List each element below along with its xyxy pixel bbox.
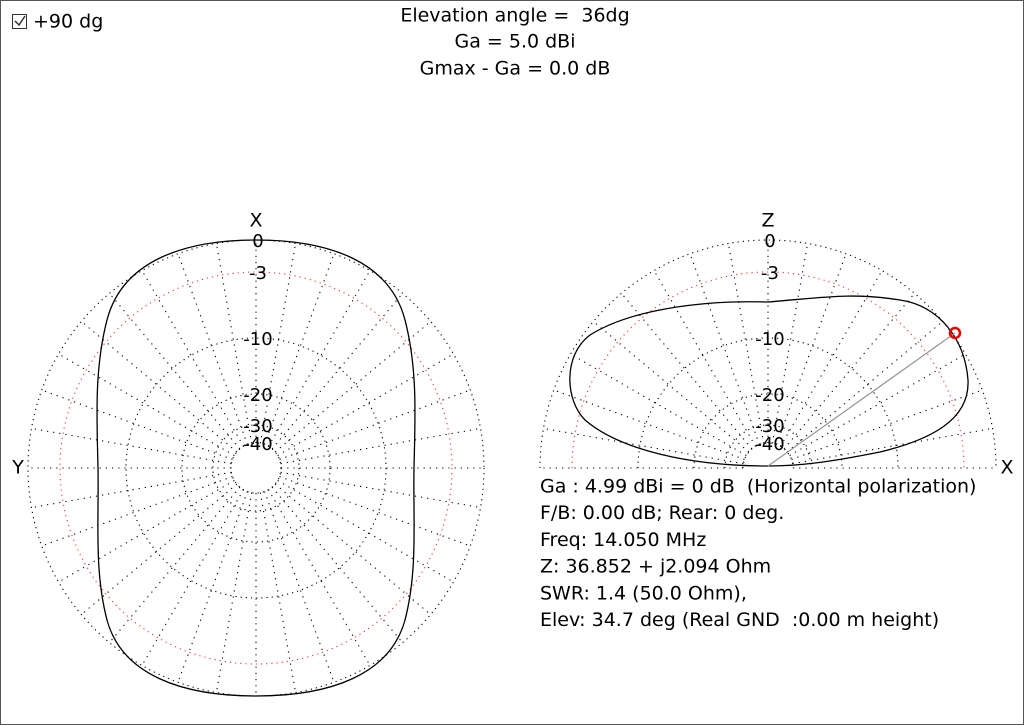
info-line: Freq: 14.050 MHz bbox=[540, 529, 706, 551]
ring-label: -10 bbox=[243, 329, 272, 350]
axis-label: X bbox=[1000, 457, 1013, 479]
grid-ring bbox=[212, 424, 300, 512]
header-line: Elevation angle = 36dg bbox=[400, 5, 629, 27]
grid-ring bbox=[181, 393, 331, 543]
info-line: F/B: 0.00 dB; Rear: 0 deg. bbox=[540, 502, 784, 524]
axis-label: Z bbox=[761, 210, 774, 232]
grid-ring bbox=[742, 442, 794, 469]
ring-label: -20 bbox=[755, 385, 784, 406]
checkbox-label[interactable]: +90 dg bbox=[33, 11, 103, 33]
info-line: Ga : 4.99 dBi = 0 dB (Horizontal polariz… bbox=[540, 476, 976, 498]
grid-ring bbox=[571, 271, 965, 469]
grid-ring bbox=[59, 271, 453, 665]
max-gain-marker bbox=[948, 326, 962, 340]
info-line: SWR: 1.4 (50.0 Ohm), bbox=[540, 582, 747, 604]
grids: 0-3-10-20-30-400-3-10-20-30-40 bbox=[27, 231, 997, 697]
ring-label: -30 bbox=[243, 416, 272, 437]
grid-ring bbox=[693, 393, 843, 469]
grid-ring bbox=[27, 239, 485, 697]
ring-label: -10 bbox=[755, 329, 784, 350]
ring-label: -3 bbox=[249, 263, 267, 284]
info-line: Elev: 34.7 deg (Real GND :0.00 m height) bbox=[540, 609, 939, 631]
ring-label: -30 bbox=[755, 416, 784, 437]
header-line: Gmax - Ga = 0.0 dB bbox=[420, 58, 611, 80]
ring-label: -3 bbox=[761, 263, 779, 284]
ring-label: -40 bbox=[755, 434, 784, 455]
ring-label: -20 bbox=[243, 385, 272, 406]
ring-label: 0 bbox=[252, 231, 263, 252]
ring-label: 0 bbox=[764, 231, 775, 252]
check-mark bbox=[14, 15, 26, 27]
axis-label: X bbox=[249, 210, 262, 232]
info-panel: Ga : 4.99 dBi = 0 dB (Horizontal polariz… bbox=[540, 476, 976, 632]
header-line: Ga = 5.0 dBi bbox=[455, 31, 576, 53]
grid-ring bbox=[125, 337, 387, 599]
azimuth-pattern bbox=[96, 239, 416, 697]
info-line: Z: 36.852 + j2.094 Ohm bbox=[540, 556, 771, 578]
elevation-pointer bbox=[767, 332, 956, 467]
elevation-pattern bbox=[569, 295, 969, 467]
ring-label: -40 bbox=[243, 434, 272, 455]
axis-label: Y bbox=[11, 457, 24, 479]
checkbox[interactable]: +90 dg bbox=[12, 11, 104, 33]
